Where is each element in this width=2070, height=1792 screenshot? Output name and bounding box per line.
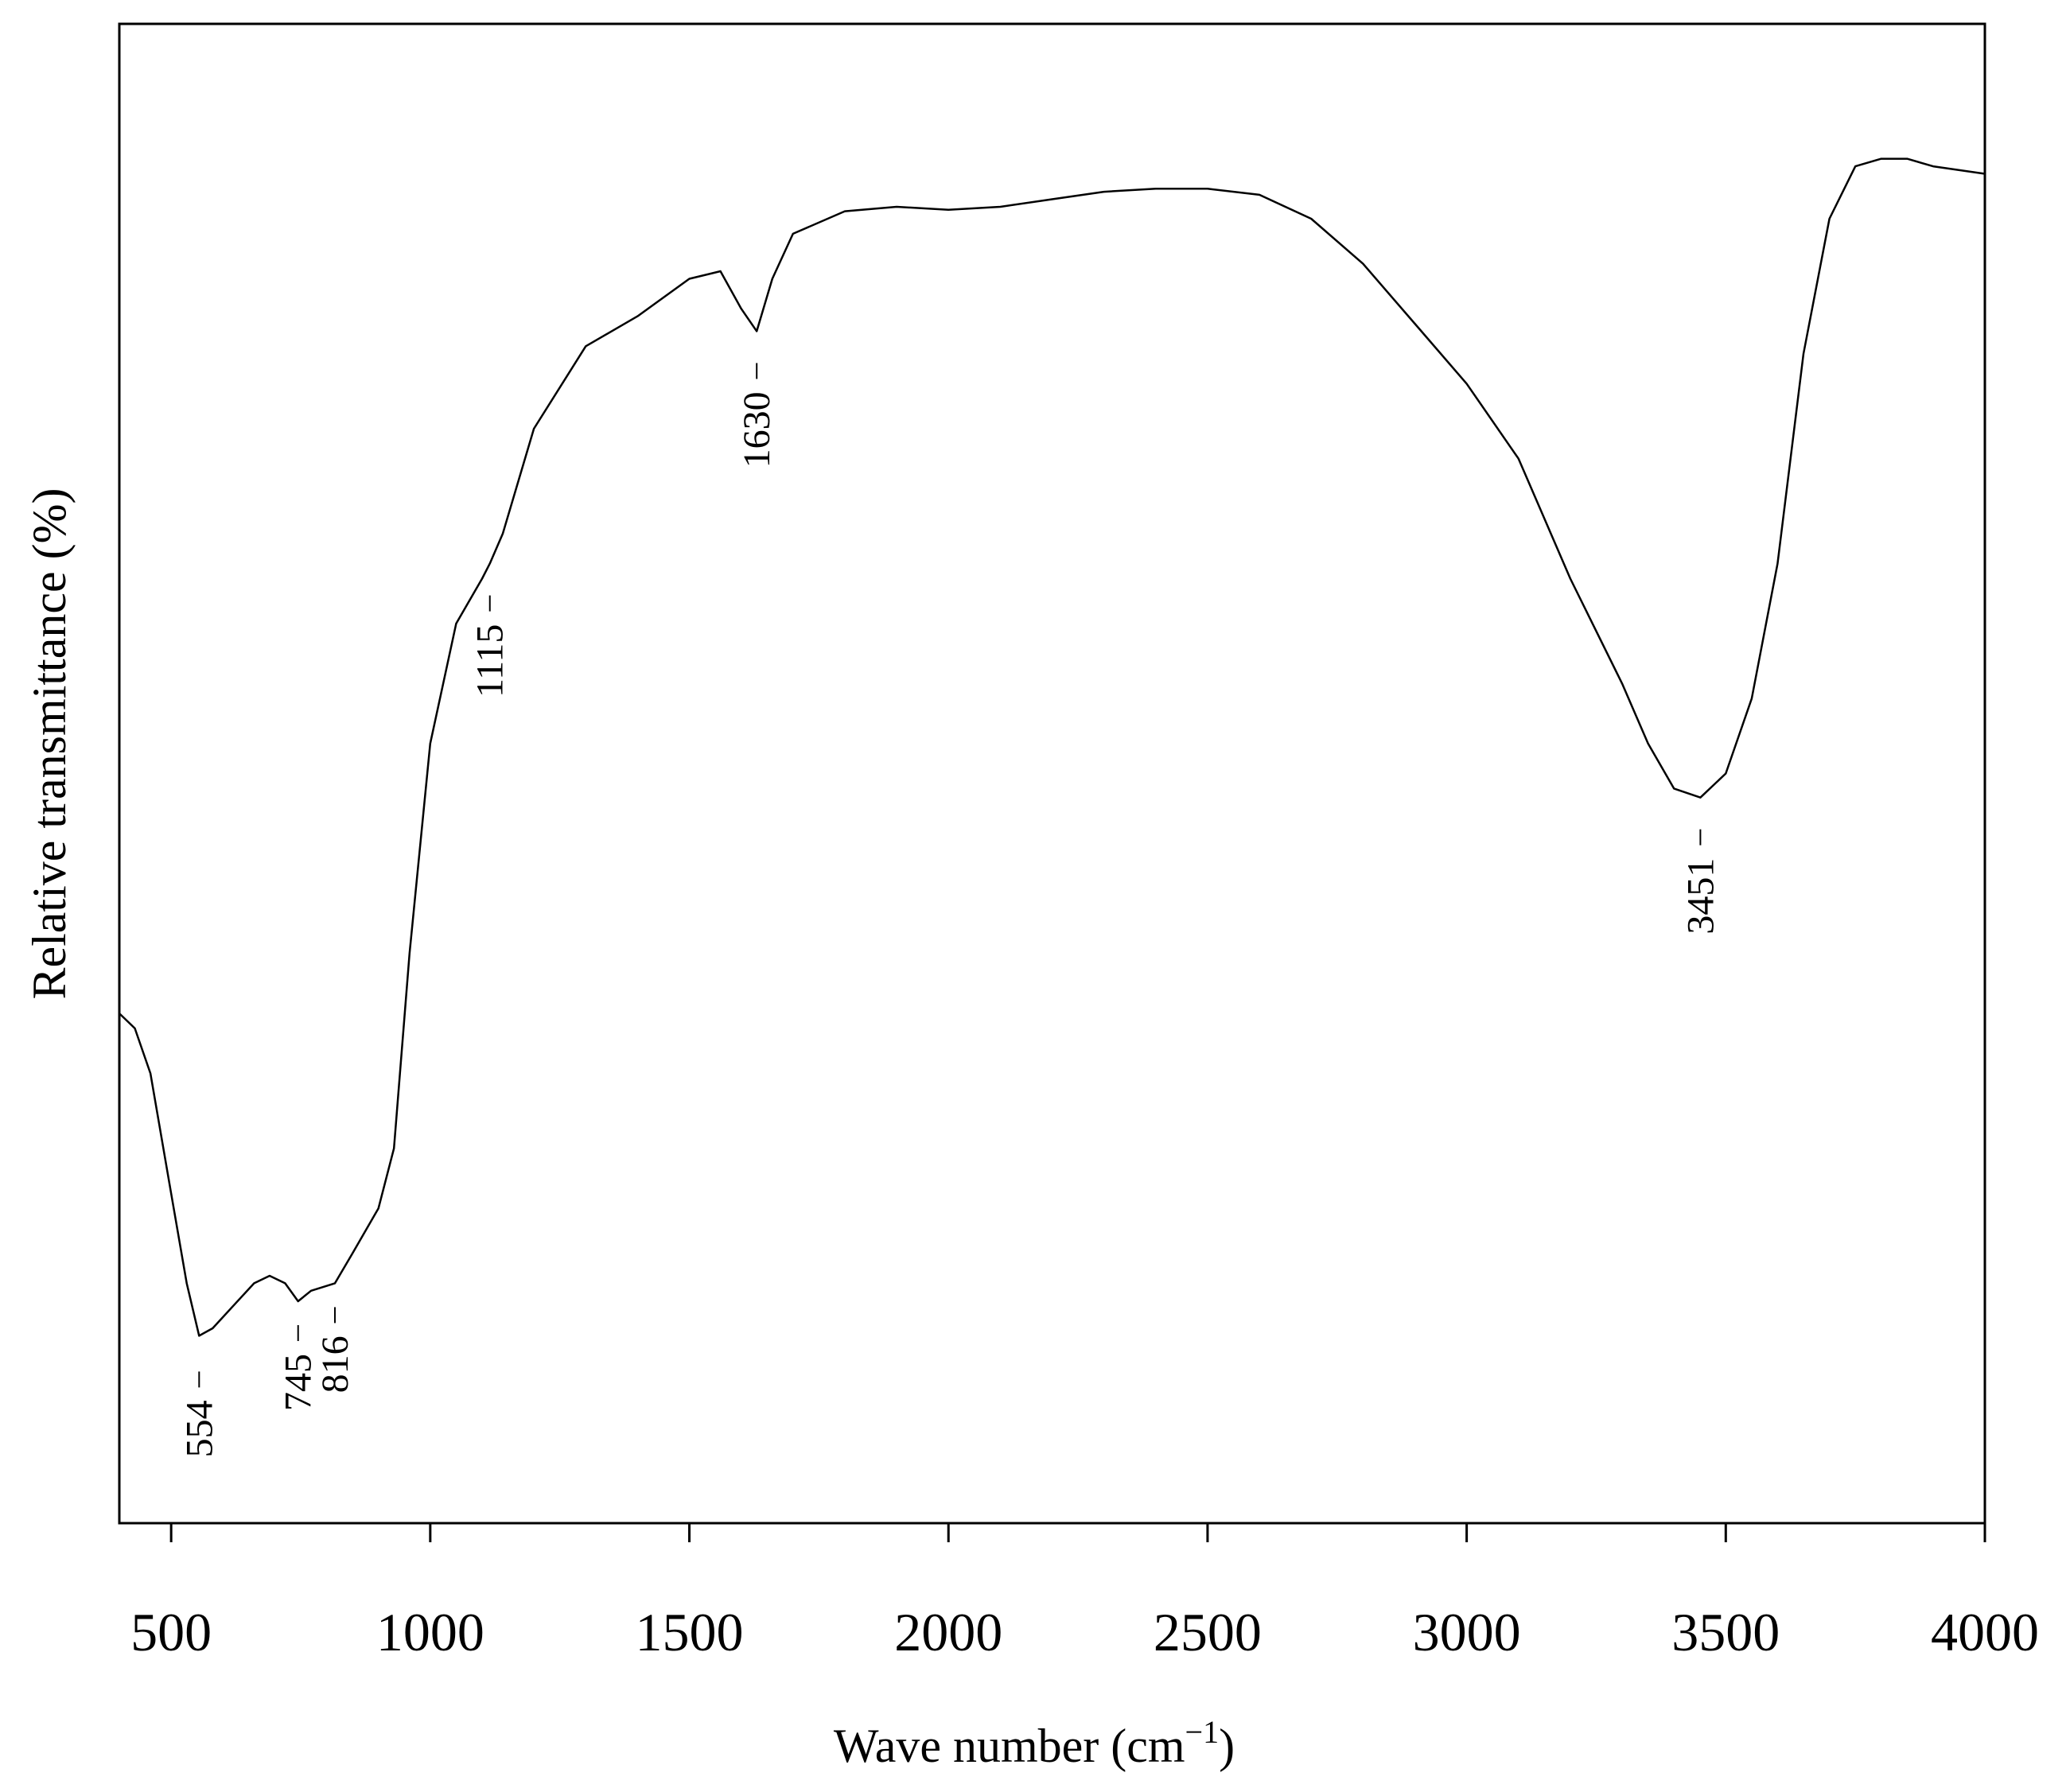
x-tick-label-1000: 1000 bbox=[376, 1602, 484, 1662]
x-tick-labels: 500 1000 1500 2000 2500 3000 3500 4000 bbox=[130, 1602, 2039, 1662]
peak-label-745: 745 bbox=[278, 1354, 320, 1411]
peak-label-1115: 1115 bbox=[469, 624, 512, 698]
x-tick-label-1500: 1500 bbox=[636, 1602, 744, 1662]
plot-frame bbox=[118, 22, 1986, 1525]
x-axis-title-superscript: −1 bbox=[1185, 1714, 1220, 1750]
x-tick-label-500: 500 bbox=[130, 1602, 212, 1662]
peak-label-816: 816 bbox=[314, 1335, 356, 1393]
x-tick-label-2000: 2000 bbox=[894, 1602, 1002, 1662]
x-axis-title-end: ) bbox=[1219, 1720, 1235, 1772]
y-axis-title: Relative transmittance (%) bbox=[23, 488, 76, 999]
x-axis-title: Wave number (cm−1) bbox=[834, 1714, 1235, 1772]
x-tick-label-3500: 3500 bbox=[1671, 1602, 1780, 1662]
x-ticks bbox=[169, 1523, 1986, 1542]
peak-label-554: 554 bbox=[178, 1400, 220, 1457]
x-tick-label-3000: 3000 bbox=[1413, 1602, 1521, 1662]
x-tick-label-4000: 4000 bbox=[1931, 1602, 2039, 1662]
peak-label-1630: 1630 bbox=[736, 391, 778, 468]
x-tick-label-2500: 2500 bbox=[1154, 1602, 1262, 1662]
peak-label-3451: 3451 bbox=[1679, 858, 1722, 935]
plot-area: 500 1000 1500 2000 2500 3000 3500 4000 554 74581… bbox=[118, 22, 2039, 1662]
spectrum-line bbox=[119, 157, 1986, 1337]
